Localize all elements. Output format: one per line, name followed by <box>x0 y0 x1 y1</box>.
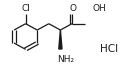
Polygon shape <box>59 30 62 49</box>
Text: Cl: Cl <box>21 4 30 13</box>
Text: HCl: HCl <box>100 44 118 54</box>
Text: NH₂: NH₂ <box>57 55 74 64</box>
Text: OH: OH <box>92 4 106 13</box>
Text: O: O <box>69 4 76 13</box>
